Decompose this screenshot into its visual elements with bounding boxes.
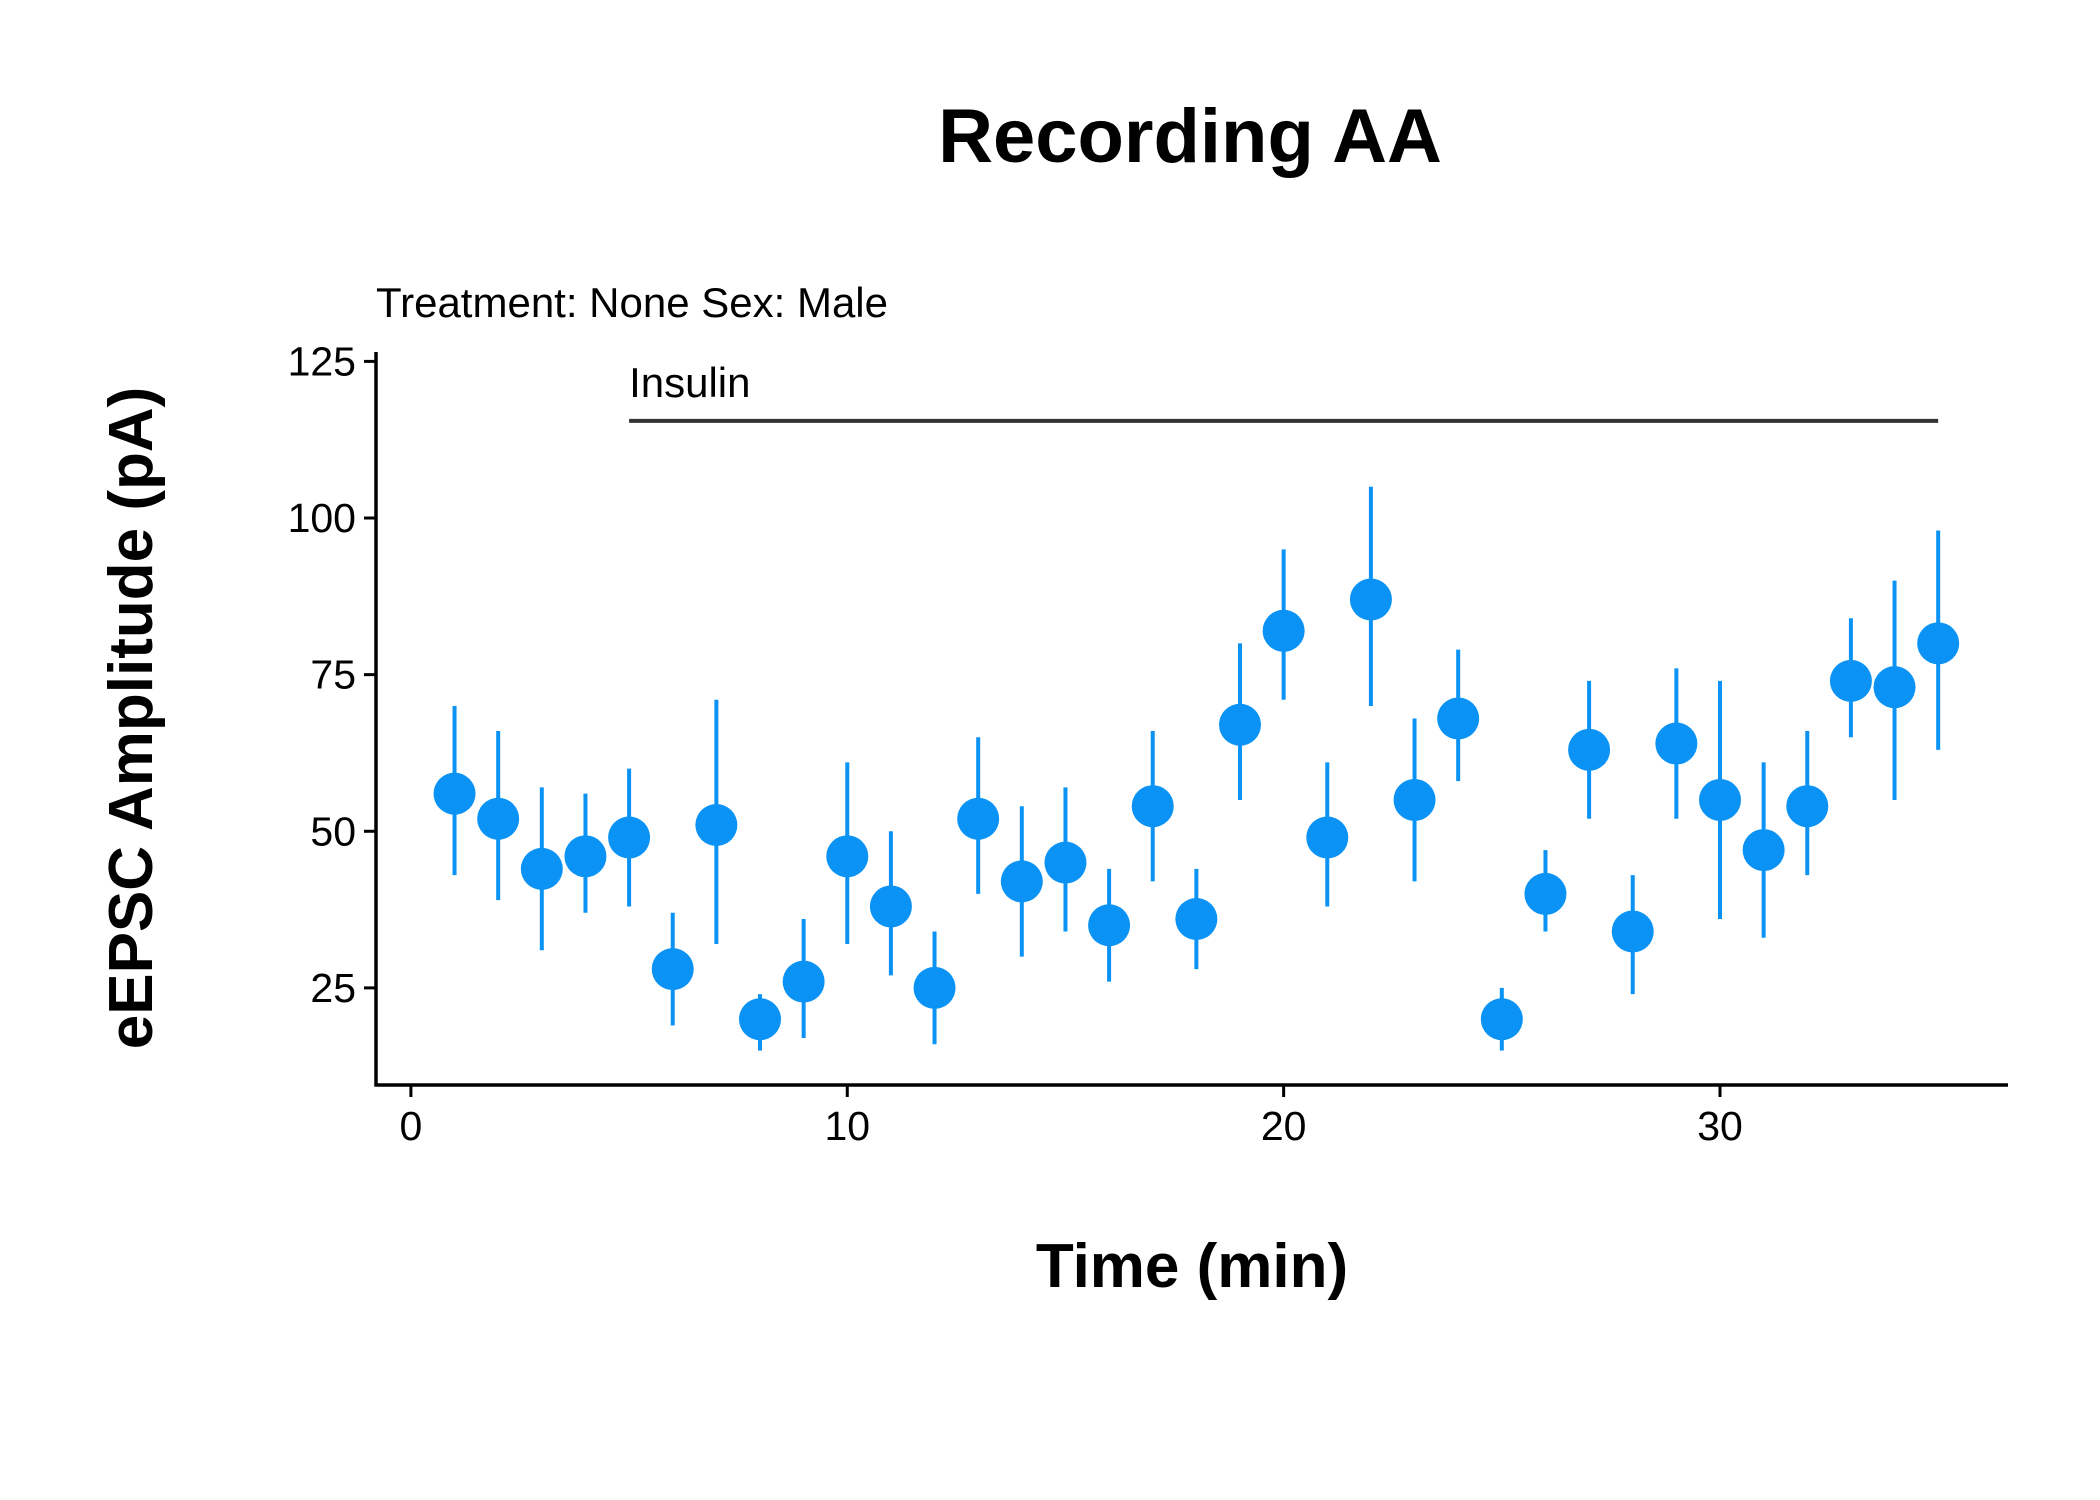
data-point: [739, 998, 781, 1041]
data-point: [1786, 785, 1829, 828]
data-point: [1393, 778, 1436, 821]
chart-title: Recording AA: [938, 94, 1442, 179]
data-point: [695, 804, 738, 847]
x-tick-label: 10: [824, 1103, 870, 1149]
y-tick-label: 75: [310, 652, 356, 698]
data-point: [1349, 578, 1392, 621]
data-point: [1437, 697, 1480, 740]
x-tick-label: 20: [1261, 1103, 1307, 1149]
data-point: [520, 847, 563, 890]
data-point: [1917, 622, 1960, 665]
data-point: [1829, 659, 1872, 702]
data-point: [1568, 728, 1611, 771]
x-axis-label: Time (min): [1036, 1232, 1348, 1301]
y-tick-label: 100: [288, 495, 356, 541]
data-point: [608, 816, 651, 859]
data-point: [1131, 785, 1174, 828]
y-tick-label: 50: [310, 808, 356, 854]
data-point: [913, 966, 956, 1009]
data-point: [1524, 872, 1567, 915]
data-point: [1699, 778, 1741, 821]
treatment-label: Insulin: [629, 359, 750, 406]
plot-area: 25 50 75 100 125 0 10 20 30 Insulin: [288, 338, 2008, 1149]
data-point: [1655, 722, 1698, 765]
data-point: [1306, 816, 1349, 859]
data-point: [1000, 860, 1043, 903]
data-point: [1480, 998, 1523, 1041]
data-point: [782, 960, 825, 1003]
data-point: [1262, 609, 1305, 652]
data-point: [1219, 703, 1261, 746]
data-point: [1742, 829, 1785, 872]
chart-subtitle: Treatment: None Sex: Male: [376, 279, 888, 326]
y-tick-label: 25: [310, 965, 356, 1011]
data-point: [957, 797, 1000, 840]
data-point: [869, 885, 912, 928]
y-axis-label: eEPSC Amplitude (pA): [97, 387, 166, 1050]
data-point: [1044, 841, 1087, 884]
y-tick-label: 125: [288, 338, 356, 384]
data-point: [826, 835, 869, 878]
data-point: [433, 772, 476, 815]
data-point: [1611, 910, 1654, 953]
data-point: [1175, 897, 1218, 940]
data-point: [477, 797, 520, 840]
x-tick-label: 0: [400, 1103, 423, 1149]
data-point: [1088, 904, 1131, 947]
x-tick-label: 30: [1697, 1103, 1743, 1149]
data-point: [1873, 666, 1916, 709]
data-point: [651, 948, 694, 991]
data-point: [564, 835, 607, 878]
